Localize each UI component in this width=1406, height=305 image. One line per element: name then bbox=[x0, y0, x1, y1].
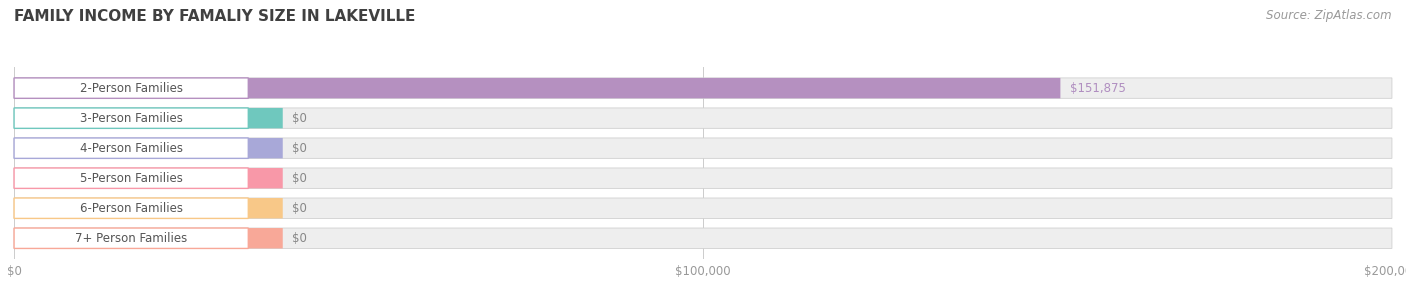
FancyBboxPatch shape bbox=[14, 108, 1392, 128]
FancyBboxPatch shape bbox=[14, 228, 249, 249]
Text: $0: $0 bbox=[292, 232, 308, 245]
FancyBboxPatch shape bbox=[14, 108, 249, 128]
FancyBboxPatch shape bbox=[14, 168, 283, 188]
Text: 3-Person Families: 3-Person Families bbox=[80, 112, 183, 125]
Text: 7+ Person Families: 7+ Person Families bbox=[75, 232, 187, 245]
FancyBboxPatch shape bbox=[14, 78, 1060, 98]
Text: $0: $0 bbox=[292, 142, 308, 155]
Text: $0: $0 bbox=[292, 172, 308, 185]
FancyBboxPatch shape bbox=[14, 228, 1392, 249]
Text: 4-Person Families: 4-Person Families bbox=[80, 142, 183, 155]
FancyBboxPatch shape bbox=[14, 168, 249, 188]
FancyBboxPatch shape bbox=[14, 228, 283, 249]
Text: Source: ZipAtlas.com: Source: ZipAtlas.com bbox=[1267, 9, 1392, 22]
Text: $151,875: $151,875 bbox=[1070, 82, 1126, 95]
FancyBboxPatch shape bbox=[14, 78, 1392, 98]
FancyBboxPatch shape bbox=[14, 108, 283, 128]
Text: 2-Person Families: 2-Person Families bbox=[80, 82, 183, 95]
Text: 6-Person Families: 6-Person Families bbox=[80, 202, 183, 215]
FancyBboxPatch shape bbox=[14, 198, 1392, 218]
Text: $0: $0 bbox=[292, 202, 308, 215]
FancyBboxPatch shape bbox=[14, 198, 249, 218]
Text: 5-Person Families: 5-Person Families bbox=[80, 172, 183, 185]
Text: FAMILY INCOME BY FAMALIY SIZE IN LAKEVILLE: FAMILY INCOME BY FAMALIY SIZE IN LAKEVIL… bbox=[14, 9, 415, 24]
FancyBboxPatch shape bbox=[14, 198, 283, 218]
FancyBboxPatch shape bbox=[14, 138, 1392, 158]
FancyBboxPatch shape bbox=[14, 78, 249, 98]
FancyBboxPatch shape bbox=[14, 138, 249, 158]
FancyBboxPatch shape bbox=[14, 138, 283, 158]
Text: $0: $0 bbox=[292, 112, 308, 125]
FancyBboxPatch shape bbox=[14, 168, 1392, 188]
